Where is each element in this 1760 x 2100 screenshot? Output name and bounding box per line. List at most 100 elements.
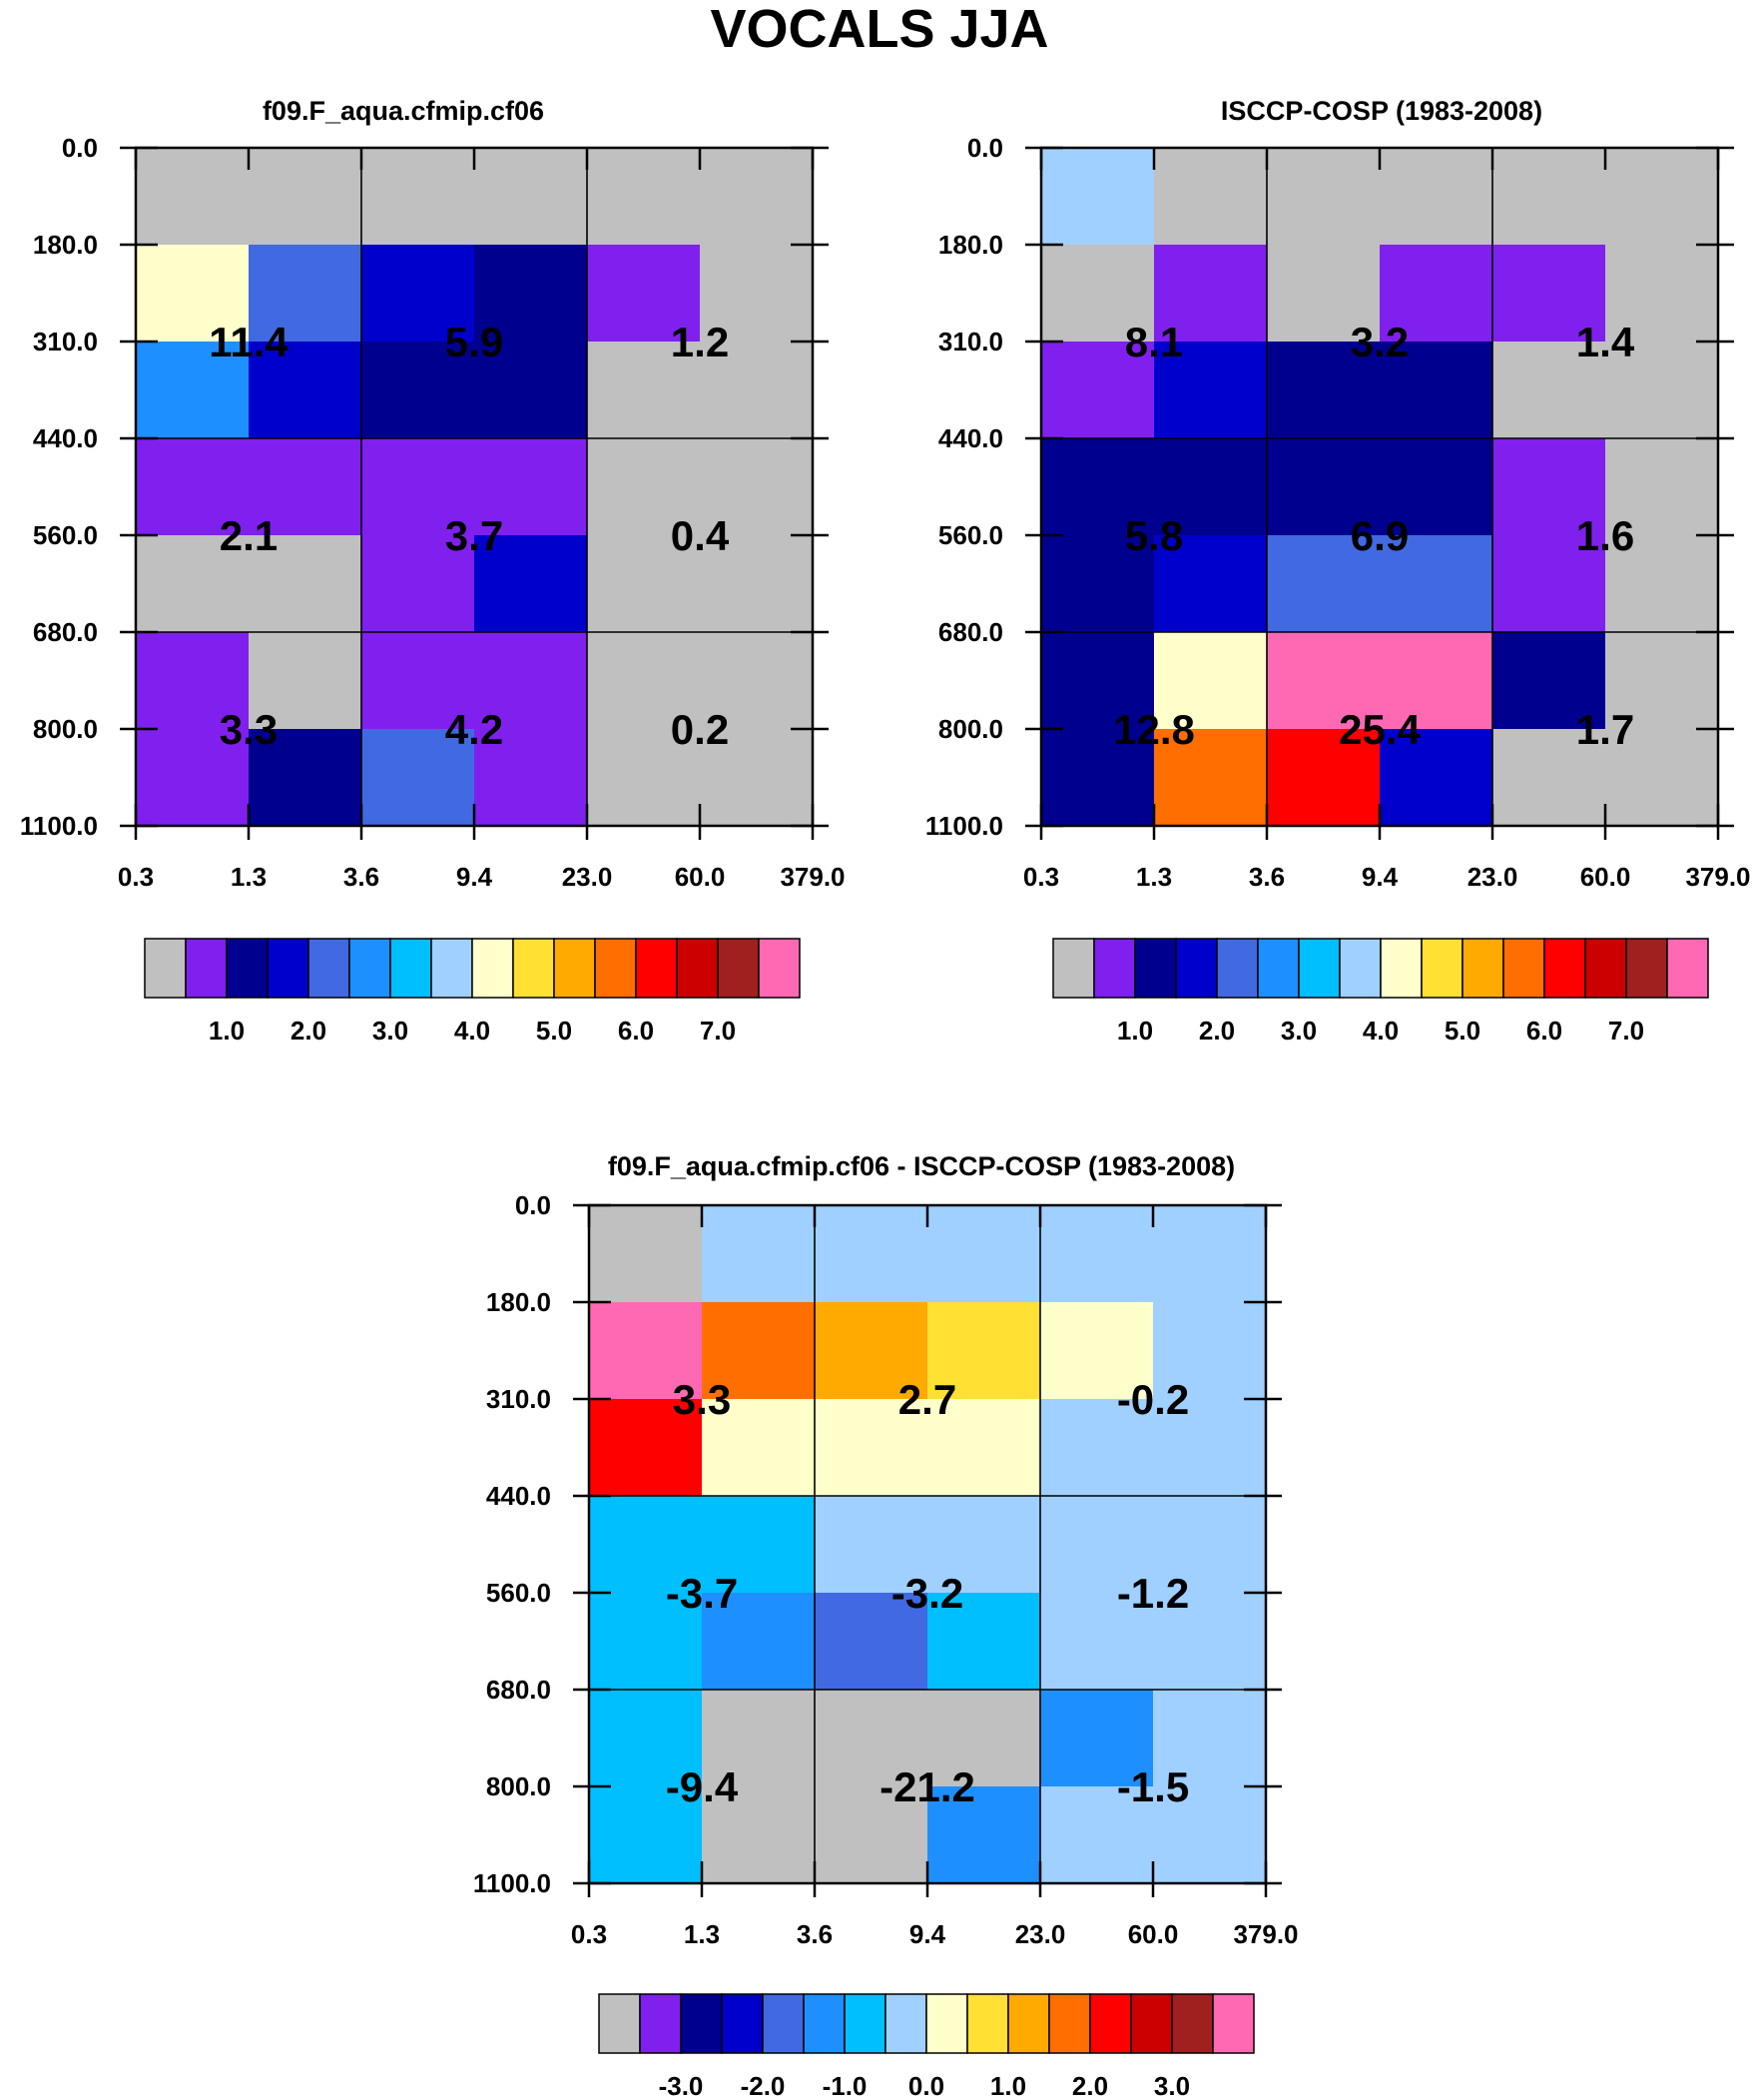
heatmap-cell	[815, 1399, 928, 1497]
heatmap-cell	[361, 438, 475, 536]
panel-observations: ISCCP-COSP (1983-2008) 0.0 180.0 310.0 440.0…	[925, 96, 1751, 1046]
colorbar-label: 7.0	[700, 1016, 736, 1046]
colorbar-swatch	[144, 938, 187, 999]
heatmap-cell	[1153, 1786, 1267, 1884]
heatmap-cell	[1605, 535, 1719, 633]
heatmap-cell	[249, 438, 362, 536]
colorbar-swatch	[803, 1993, 846, 2054]
y-tick-label: 680.0	[486, 1675, 551, 1705]
heatmap-cell	[361, 245, 475, 343]
box-value-label: 5.8	[1125, 512, 1183, 559]
box-value-label: 4.2	[445, 706, 503, 753]
heatmap-cell	[361, 632, 475, 730]
colorbar-swatch	[430, 938, 473, 999]
box-value-label: -1.5	[1117, 1763, 1189, 1810]
box-value-label: 3.2	[1351, 319, 1409, 365]
heatmap-cell	[1154, 729, 1268, 827]
heatmap-cell	[361, 535, 475, 633]
colorbar-label: 3.0	[372, 1016, 408, 1046]
colorbar-label: 2.0	[291, 1016, 326, 1046]
heatmap-cell	[1380, 342, 1493, 439]
heatmap-cell	[474, 245, 588, 343]
heatmap-cell	[474, 729, 588, 827]
heatmap-cell	[249, 148, 362, 246]
colorbar-swatch	[1298, 938, 1341, 999]
colorbar-label: 1.0	[209, 1016, 245, 1046]
box-value-label: 11.4	[209, 319, 289, 365]
colorbar-swatch	[598, 1993, 641, 2054]
x-tick-label: 60.0	[1580, 862, 1631, 892]
heatmap-cell	[1040, 1690, 1154, 1787]
y-tick-label: 310.0	[33, 327, 98, 356]
heatmap-cell	[589, 1593, 703, 1691]
heatmap-cell	[1154, 535, 1268, 633]
colorbar-swatch	[844, 1993, 886, 2054]
x-tick-label: 9.4	[1362, 862, 1399, 892]
y-tick-label: 680.0	[33, 617, 98, 647]
heatmap-cell	[815, 1302, 928, 1400]
heatmap-cell	[815, 1593, 928, 1691]
heatmap-cell	[700, 148, 814, 246]
x-tick-label: 3.6	[343, 862, 379, 892]
heatmap-cell	[1040, 1302, 1154, 1400]
colorbar-label: 6.0	[618, 1016, 654, 1046]
heatmap-cell	[361, 342, 475, 439]
colorbar-swatch	[348, 938, 391, 999]
heatmap-cell	[1380, 535, 1493, 633]
heatmap-cell	[474, 148, 588, 246]
heatmap-cell	[1605, 438, 1719, 536]
heatmap-cell	[702, 1205, 816, 1303]
heatmap-cell	[1605, 148, 1719, 246]
heatmap-cell	[136, 632, 250, 730]
heatmap-cell	[700, 245, 814, 343]
heatmap-cell	[136, 245, 250, 343]
heatmap-cell	[702, 1302, 816, 1400]
x-tick-label: 60.0	[675, 862, 726, 892]
colorbar-label: 3.0	[1154, 2071, 1190, 2100]
heatmap-cell	[474, 632, 588, 730]
heatmap-cell	[1153, 1399, 1267, 1497]
heatmap-cell	[249, 632, 362, 730]
x-tick-label: 9.4	[909, 1919, 946, 1949]
box-value-label: 1.6	[1576, 512, 1634, 559]
heatmap-cell	[1267, 438, 1381, 536]
colorbar-swatch	[267, 938, 309, 999]
heatmap-cell	[927, 1302, 1041, 1400]
x-tick-label: 0.3	[571, 1919, 607, 1949]
heatmap-cell	[587, 535, 701, 633]
heatmap-cell	[1380, 245, 1493, 343]
x-tick-label: 60.0	[1128, 1919, 1179, 1949]
heatmap-cell	[1041, 729, 1155, 827]
box-value-label: -3.2	[891, 1570, 963, 1617]
colorbar-swatch	[226, 938, 269, 999]
heatmap-cell	[815, 1496, 928, 1594]
colorbar-swatch	[1462, 938, 1504, 999]
heatmap-cell	[249, 729, 362, 827]
heatmap-cell	[474, 535, 588, 633]
panel-difference: f09.F_aqua.cfmip.cf06 - ISCCP-COSP (1983…	[473, 1151, 1299, 2100]
colorbar-swatch	[1048, 1993, 1091, 2054]
colorbar-swatch	[1093, 938, 1136, 999]
colorbar-swatch	[639, 1993, 682, 2054]
colorbar-label: 5.0	[536, 1016, 572, 1046]
heatmap-cell	[587, 729, 701, 827]
colorbar-label: 1.0	[1117, 1016, 1153, 1046]
colorbar-swatch	[680, 1993, 723, 2054]
colorbar-swatch	[1089, 1993, 1132, 2054]
y-tick-label: 1100.0	[20, 811, 98, 841]
box-value-label: 12.8	[1113, 706, 1195, 753]
box-value-label: 0.4	[671, 512, 730, 559]
heatmap-cell	[1154, 632, 1268, 730]
heatmap-cell	[1154, 148, 1268, 246]
y-tick-label: 180.0	[33, 230, 98, 260]
heatmap-cell	[1041, 342, 1155, 439]
y-tick-label: 560.0	[33, 520, 98, 550]
y-tick-label: 680.0	[938, 617, 1003, 647]
heatmap-cell	[1041, 148, 1155, 246]
heatmap-cell	[927, 1205, 1041, 1303]
heatmap-cell	[700, 535, 814, 633]
heatmap-cell	[1040, 1496, 1154, 1594]
colorbar-label: 6.0	[1526, 1016, 1562, 1046]
heatmap-cell	[589, 1302, 703, 1400]
